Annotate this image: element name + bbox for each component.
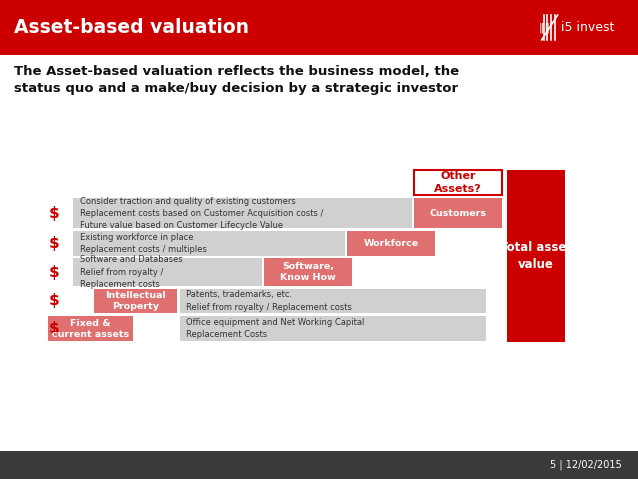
Text: Asset-based valuation: Asset-based valuation bbox=[14, 18, 249, 37]
Text: Workforce: Workforce bbox=[364, 239, 419, 248]
Text: 5 | 12/02/2015: 5 | 12/02/2015 bbox=[551, 460, 622, 470]
Text: Office equipment and Net Working Capital
Replacement Costs: Office equipment and Net Working Capital… bbox=[186, 318, 365, 339]
Text: Other
Assets?: Other Assets? bbox=[434, 171, 482, 194]
Bar bbox=[414, 170, 502, 195]
Text: $: $ bbox=[49, 264, 59, 280]
Text: i5 invest: i5 invest bbox=[561, 21, 615, 34]
Bar bbox=[73, 231, 345, 256]
Text: Software,
Know How: Software, Know How bbox=[280, 262, 336, 282]
Text: Existing workforce in place
Replacement costs / multiples: Existing workforce in place Replacement … bbox=[80, 233, 207, 254]
Bar bbox=[414, 198, 502, 228]
Text: $: $ bbox=[49, 236, 59, 251]
Bar bbox=[48, 316, 133, 341]
Bar bbox=[347, 231, 435, 256]
Bar bbox=[73, 258, 262, 286]
Bar bbox=[507, 170, 565, 342]
Text: $: $ bbox=[49, 294, 59, 308]
Bar bbox=[180, 316, 486, 341]
Text: Software and Databases
Relief from royalty /
Replacement costs: Software and Databases Relief from royal… bbox=[80, 255, 182, 289]
Text: Intellectual
Property: Intellectual Property bbox=[105, 291, 167, 311]
Bar bbox=[0, 0, 638, 55]
Bar bbox=[0, 451, 638, 479]
Bar bbox=[73, 198, 412, 228]
Text: Patents, trademarks, etc.
Relief from royalty / Replacement costs: Patents, trademarks, etc. Relief from ro… bbox=[186, 290, 352, 311]
Text: Fixed &
current assets: Fixed & current assets bbox=[52, 319, 129, 339]
Bar bbox=[94, 288, 177, 313]
Bar bbox=[264, 258, 352, 286]
Text: ‖‖: ‖‖ bbox=[539, 23, 554, 33]
Text: Customers: Customers bbox=[429, 209, 487, 218]
Text: Total asset
value: Total asset value bbox=[500, 241, 572, 271]
Text: $: $ bbox=[49, 321, 59, 336]
Text: $: $ bbox=[49, 206, 59, 221]
Text: Consider traction and quality of existing customers
Replacement costs based on C: Consider traction and quality of existin… bbox=[80, 196, 323, 230]
Bar bbox=[180, 288, 486, 313]
Text: The Asset-based valuation reflects the business model, the
status quo and a make: The Asset-based valuation reflects the b… bbox=[14, 65, 459, 95]
